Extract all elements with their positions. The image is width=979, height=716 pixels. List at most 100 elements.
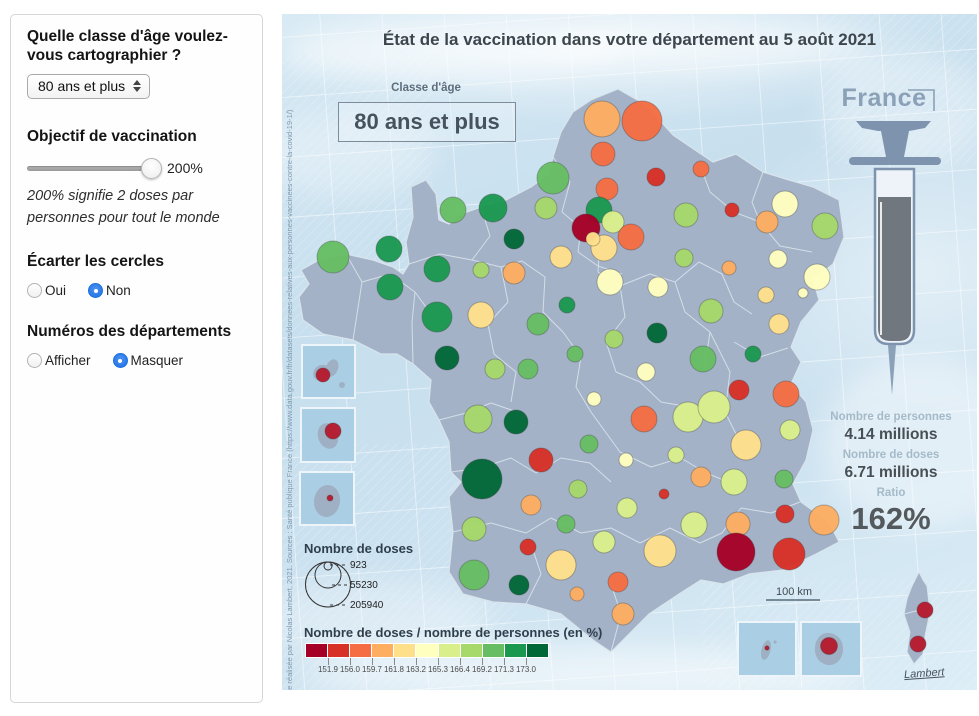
dept-circle[interactable] <box>772 537 806 571</box>
dept-circle[interactable] <box>326 494 334 502</box>
dept-circle[interactable] <box>607 571 629 593</box>
dept-circle[interactable] <box>768 249 788 269</box>
dept-circle[interactable] <box>376 273 404 301</box>
dept-circle[interactable] <box>647 276 669 298</box>
age-class-select[interactable]: 80 ans et plus <box>27 73 151 99</box>
dept-circle[interactable] <box>534 196 558 220</box>
dept-circle[interactable] <box>728 379 750 401</box>
dept-circle[interactable] <box>467 301 495 329</box>
dept-circle[interactable] <box>569 586 585 602</box>
dept-circle[interactable] <box>720 468 748 496</box>
dept-circle[interactable] <box>545 549 577 581</box>
dept-circle[interactable] <box>755 210 779 234</box>
dept-circle[interactable] <box>375 235 403 263</box>
dept-circle[interactable] <box>503 228 525 250</box>
dept-circle[interactable] <box>461 458 503 500</box>
dept-circle[interactable] <box>757 286 775 304</box>
dept-circle[interactable] <box>421 301 453 333</box>
dept-circle[interactable] <box>673 202 699 228</box>
dept-circle[interactable] <box>517 358 539 380</box>
dept-circle[interactable] <box>617 223 645 251</box>
dept-circle[interactable] <box>520 494 542 516</box>
dept-circle[interactable] <box>324 422 342 440</box>
dept-circle[interactable] <box>316 240 350 274</box>
dept-circle[interactable] <box>604 329 624 349</box>
dept-circle[interactable] <box>692 160 710 178</box>
dept-circle[interactable] <box>721 260 737 276</box>
dept-circle[interactable] <box>909 635 927 653</box>
dept-circle[interactable] <box>646 322 668 344</box>
dept-circle[interactable] <box>592 530 616 554</box>
dept-circle[interactable] <box>508 574 530 596</box>
dept-circle[interactable] <box>585 231 601 247</box>
dept-circle[interactable] <box>621 100 663 142</box>
dept-circle[interactable] <box>616 497 638 519</box>
dept-circle[interactable] <box>658 488 670 500</box>
dept-circle[interactable] <box>601 210 625 234</box>
dept-circle[interactable] <box>596 268 624 296</box>
dept-circle[interactable] <box>797 287 809 299</box>
dept-circle[interactable] <box>556 514 576 534</box>
dept-circle[interactable] <box>536 161 570 195</box>
dept-circle[interactable] <box>484 358 506 380</box>
numbers-option-masquer[interactable]: Masquer <box>112 353 183 369</box>
dept-circle[interactable] <box>643 534 677 568</box>
spread-option-oui[interactable]: Oui <box>27 283 66 298</box>
numbers-option-afficher[interactable]: Afficher <box>27 353 91 369</box>
dept-circle[interactable] <box>568 479 588 499</box>
dept-circle[interactable] <box>771 190 799 218</box>
dept-circle[interactable] <box>583 100 621 138</box>
dept-circle[interactable] <box>689 345 717 373</box>
dept-circle[interactable] <box>680 511 708 539</box>
dept-circle[interactable] <box>674 248 694 268</box>
dept-circle[interactable] <box>744 345 762 363</box>
dept-circle[interactable] <box>725 511 751 537</box>
dept-circle[interactable] <box>611 602 635 626</box>
spread-option-non[interactable]: Non <box>88 283 131 298</box>
dept-circle[interactable] <box>820 637 838 655</box>
dept-circle[interactable] <box>697 390 731 424</box>
dept-circle[interactable] <box>472 261 490 279</box>
dept-circle[interactable] <box>315 367 331 383</box>
dept-circle[interactable] <box>503 409 529 435</box>
dept-circle[interactable] <box>590 141 616 167</box>
dept-circle[interactable] <box>803 263 831 291</box>
dept-circle[interactable] <box>764 645 770 651</box>
dept-circle[interactable] <box>558 296 576 314</box>
radio-selected-icon[interactable] <box>112 353 128 369</box>
radio-icon[interactable] <box>27 353 42 369</box>
dept-circle[interactable] <box>724 202 740 218</box>
dept-circle[interactable] <box>528 447 554 473</box>
dept-circle[interactable] <box>519 538 537 556</box>
dept-circle[interactable] <box>549 245 573 269</box>
dept-circle[interactable] <box>716 532 756 572</box>
dept-circle[interactable] <box>667 446 685 464</box>
dept-circle[interactable] <box>646 167 666 187</box>
dept-circle[interactable] <box>811 212 839 240</box>
radio-selected-icon[interactable] <box>88 283 104 298</box>
dept-circle[interactable] <box>579 434 599 454</box>
radio-icon[interactable] <box>27 283 42 298</box>
dept-circle[interactable] <box>775 504 795 524</box>
dept-circle[interactable] <box>630 405 658 433</box>
dept-circle[interactable] <box>434 345 460 371</box>
dept-circle[interactable] <box>690 466 712 488</box>
dept-circle[interactable] <box>772 380 800 408</box>
dept-circle[interactable] <box>774 469 794 489</box>
dept-circle[interactable] <box>478 193 508 223</box>
objective-slider-knob[interactable] <box>141 157 162 179</box>
dept-circle[interactable] <box>423 255 451 283</box>
dept-circle[interactable] <box>916 601 934 619</box>
dept-circle[interactable] <box>730 429 762 461</box>
dept-circle[interactable] <box>458 559 490 591</box>
dept-circle[interactable] <box>808 504 840 536</box>
dept-circle[interactable] <box>461 516 487 542</box>
objective-slider[interactable] <box>27 157 162 179</box>
dept-circle[interactable] <box>463 404 493 434</box>
dept-circle[interactable] <box>768 313 790 335</box>
dept-circle[interactable] <box>636 362 656 382</box>
dept-circle[interactable] <box>698 298 724 324</box>
dept-circle[interactable] <box>566 345 584 363</box>
dept-circle[interactable] <box>779 419 801 441</box>
dept-circle[interactable] <box>586 391 602 407</box>
